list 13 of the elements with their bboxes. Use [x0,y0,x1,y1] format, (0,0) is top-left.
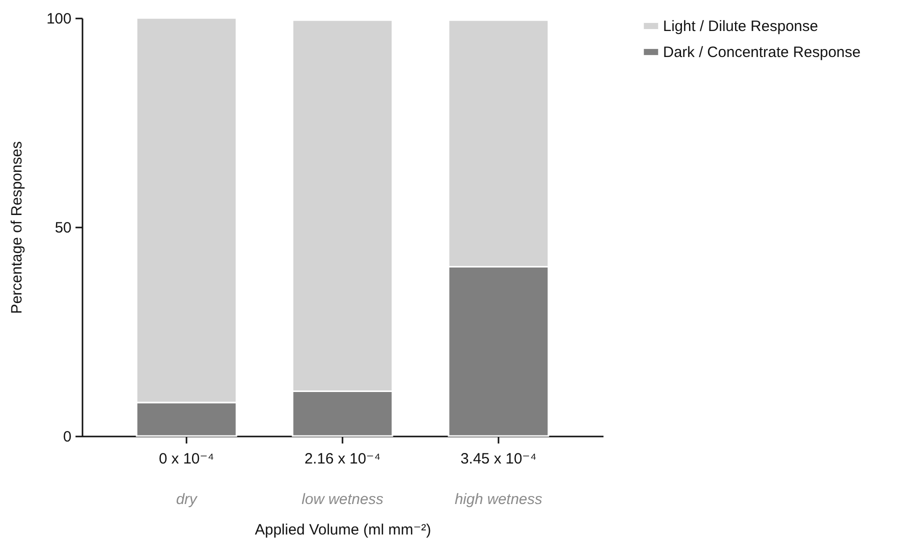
x-tick-label: 3.45 x 10⁻⁴ [460,450,537,468]
legend-label: Light / Dilute Response [663,18,818,35]
text: dry [176,491,198,508]
x-tick-label: 2.16 x 10⁻⁴ [304,450,381,468]
y-tick-label: 0 [63,428,72,446]
x-axis-title: Applied Volume (ml mm⁻²) [254,522,432,538]
text: high wetness [454,491,543,508]
legend-label: Dark / Concentrate Response [663,44,861,61]
y-axis-title: Percentage of Responses [8,141,26,314]
y-tick-label: 50 [54,220,72,236]
x-tick-label: 0 x 10⁻⁴ [158,450,214,468]
text: low wetness [302,491,384,508]
y-tick-label: 100 [46,10,72,28]
